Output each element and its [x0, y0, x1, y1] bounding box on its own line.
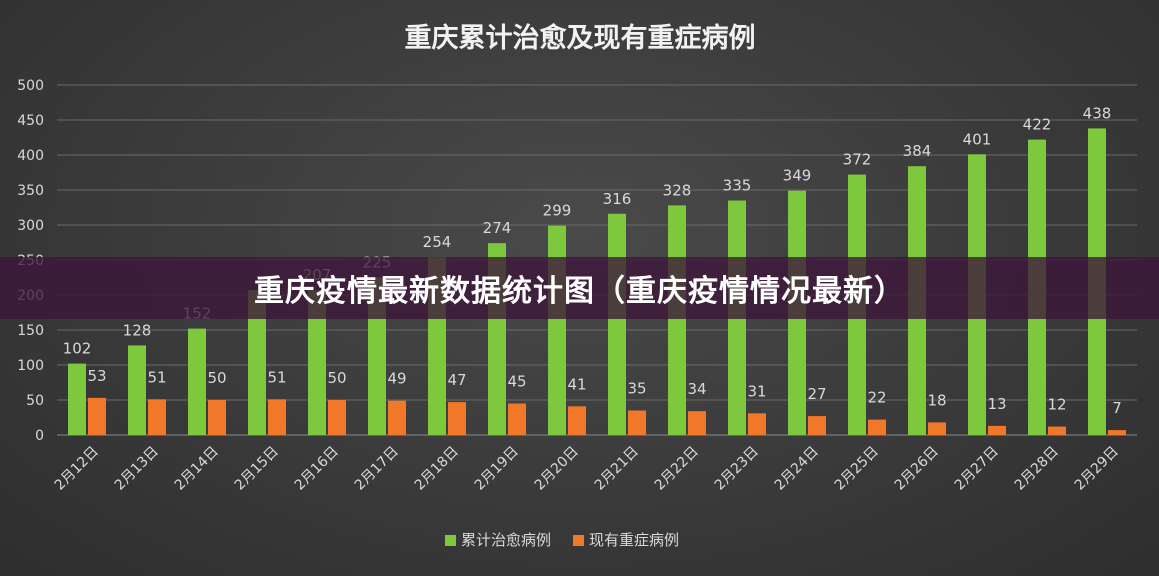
- y-tick-label: 50: [26, 393, 44, 409]
- bar-severe: [88, 397, 106, 435]
- bar-cured: [248, 290, 266, 435]
- data-label-severe: 50: [207, 369, 226, 387]
- y-tick-label: 500: [17, 78, 44, 94]
- bar-severe: [328, 400, 346, 435]
- bar-cured: [308, 290, 326, 435]
- data-label-severe: 41: [567, 375, 586, 393]
- data-label-cured: 372: [843, 151, 872, 169]
- bar-severe: [988, 425, 1006, 435]
- x-tick-label: 2月27日: [952, 444, 1002, 494]
- data-label-cured: 274: [483, 219, 512, 237]
- chart-title: 重庆累计治愈及现有重症病例: [405, 22, 756, 54]
- data-label-severe: 53: [87, 367, 106, 385]
- bar-severe: [268, 399, 286, 435]
- bar-severe: [928, 422, 946, 435]
- bar-severe: [868, 419, 886, 435]
- overlay-banner-text: 重庆疫情最新数据统计图（重庆疫情情况最新）: [254, 274, 905, 309]
- y-tick-label: 150: [17, 323, 44, 339]
- x-tick-label: 2月29日: [1072, 444, 1122, 494]
- x-tick-label: 2月28日: [1012, 444, 1062, 494]
- data-label-cured: 254: [423, 233, 452, 251]
- legend: 累计治愈病例 现有重症病例: [445, 531, 679, 549]
- data-label-severe: 47: [447, 371, 466, 389]
- x-tick-label: 2月24日: [772, 444, 822, 494]
- data-label-severe: 35: [627, 380, 646, 398]
- bar-cured: [188, 328, 206, 435]
- x-tick-label: 2月19日: [472, 444, 522, 494]
- data-label-severe: 45: [507, 373, 526, 391]
- data-label-severe: 49: [387, 370, 406, 388]
- data-label-severe: 22: [867, 389, 886, 407]
- data-label-severe: 51: [147, 368, 166, 386]
- bar-severe: [628, 410, 646, 435]
- bar-severe: [748, 413, 766, 435]
- x-tick-label: 2月26日: [892, 444, 942, 494]
- legend-swatch: [573, 535, 584, 546]
- bar-severe: [208, 400, 226, 435]
- bar-cured: [608, 213, 626, 435]
- bar-severe: [688, 411, 706, 435]
- data-label-cured: 384: [903, 142, 932, 160]
- y-tick-label: 0: [35, 428, 44, 444]
- legend-swatch: [445, 535, 456, 546]
- y-tick-label: 300: [17, 218, 44, 234]
- data-label-cured: 316: [603, 190, 632, 208]
- bar-severe: [508, 403, 526, 435]
- overlay-banner: 重庆疫情最新数据统计图（重庆疫情情况最新）: [0, 257, 1159, 319]
- y-tick-label: 450: [17, 113, 44, 129]
- data-label-severe: 12: [1047, 396, 1066, 414]
- bar-severe: [1048, 426, 1066, 435]
- bar-cured: [668, 205, 686, 435]
- legend-label: 现有重症病例: [589, 531, 679, 549]
- x-tick-label: 2月15日: [232, 444, 282, 494]
- data-label-cured: 335: [723, 177, 752, 195]
- x-tick-label: 2月23日: [712, 444, 762, 494]
- data-label-severe: 18: [927, 391, 946, 409]
- x-tick-label: 2月20日: [532, 444, 582, 494]
- data-label-cured: 438: [1083, 104, 1112, 122]
- y-tick-label: 100: [17, 358, 44, 374]
- data-label-severe: 7: [1112, 399, 1122, 417]
- bar-severe: [808, 416, 826, 435]
- data-label-severe: 34: [687, 380, 706, 398]
- x-tick-label: 2月14日: [172, 444, 222, 494]
- bar-severe: [388, 400, 406, 435]
- x-axis-ticks: 2月12日 2月13日 2月14日 2月15日 2月16日 2月17日 2月18日 2月19日…: [52, 444, 1122, 494]
- data-label-cured: 328: [663, 181, 692, 199]
- bar-severe: [148, 399, 166, 435]
- bar-severe: [1108, 430, 1126, 435]
- x-tick-label: 2月25日: [832, 444, 882, 494]
- x-tick-label: 2月17日: [352, 444, 402, 494]
- data-label-cured: 401: [963, 130, 992, 148]
- x-tick-label: 2月21日: [592, 444, 642, 494]
- data-label-cured: 299: [543, 202, 572, 220]
- x-tick-label: 2月22日: [652, 444, 702, 494]
- data-label-severe: 50: [327, 369, 346, 387]
- data-label-severe: 51: [267, 368, 286, 386]
- gridlines: [57, 84, 1137, 436]
- x-tick-label: 2月13日: [112, 444, 162, 494]
- x-tick-label: 2月16日: [292, 444, 342, 494]
- x-tick-label: 2月18日: [412, 444, 462, 494]
- data-label-cured: 422: [1023, 116, 1052, 134]
- y-tick-label: 400: [17, 148, 44, 164]
- data-label-cured: 349: [783, 167, 812, 185]
- bar-severe: [448, 402, 466, 435]
- data-label-severe: 31: [747, 382, 766, 400]
- bar-severe: [568, 406, 586, 435]
- data-label-severe: 13: [987, 395, 1006, 413]
- data-label-cured: 128: [123, 321, 152, 339]
- data-label-severe: 27: [807, 385, 826, 403]
- x-tick-label: 2月12日: [52, 444, 102, 494]
- bar-cured: [68, 363, 86, 435]
- y-tick-label: 350: [17, 183, 44, 199]
- legend-label: 累计治愈病例: [461, 531, 551, 549]
- data-label-cured: 102: [63, 340, 92, 358]
- bar-cured: [128, 345, 146, 435]
